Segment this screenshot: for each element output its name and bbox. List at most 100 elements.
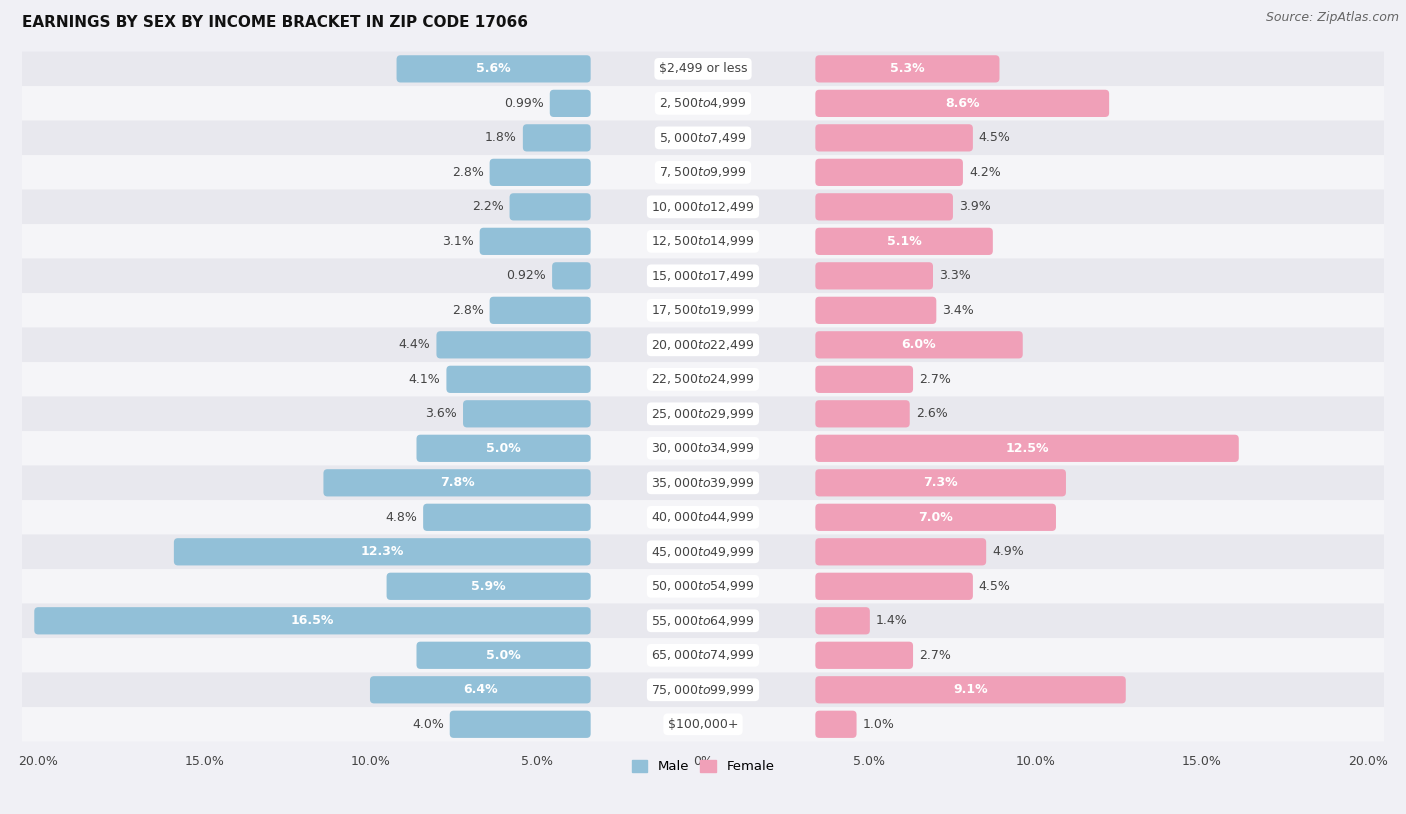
Text: $10,000 to $12,499: $10,000 to $12,499: [651, 200, 755, 214]
Text: $20,000 to $22,499: $20,000 to $22,499: [651, 338, 755, 352]
FancyBboxPatch shape: [370, 676, 591, 703]
Text: 2.8%: 2.8%: [451, 304, 484, 317]
Text: 3.3%: 3.3%: [939, 269, 970, 282]
Text: 4.9%: 4.9%: [993, 545, 1024, 558]
Text: 7.8%: 7.8%: [440, 476, 474, 489]
FancyBboxPatch shape: [815, 90, 1109, 117]
Text: 2.7%: 2.7%: [920, 649, 950, 662]
Text: 2.8%: 2.8%: [451, 166, 484, 179]
FancyBboxPatch shape: [815, 125, 973, 151]
FancyBboxPatch shape: [815, 607, 870, 634]
Text: 1.0%: 1.0%: [862, 718, 894, 731]
FancyBboxPatch shape: [21, 190, 1385, 224]
Text: 5.0%: 5.0%: [486, 649, 522, 662]
FancyBboxPatch shape: [423, 504, 591, 531]
Text: 4.8%: 4.8%: [385, 511, 418, 523]
FancyBboxPatch shape: [436, 331, 591, 358]
FancyBboxPatch shape: [21, 535, 1385, 569]
Text: 0.99%: 0.99%: [503, 97, 544, 110]
Text: 7.0%: 7.0%: [918, 511, 953, 523]
FancyBboxPatch shape: [21, 431, 1385, 466]
Text: $12,500 to $14,999: $12,500 to $14,999: [651, 234, 755, 248]
Text: 2.2%: 2.2%: [472, 200, 503, 213]
Text: 5.3%: 5.3%: [890, 63, 925, 76]
FancyBboxPatch shape: [815, 55, 1000, 82]
Text: 4.5%: 4.5%: [979, 131, 1011, 144]
FancyBboxPatch shape: [21, 259, 1385, 293]
FancyBboxPatch shape: [450, 711, 591, 738]
FancyBboxPatch shape: [21, 569, 1385, 603]
FancyBboxPatch shape: [416, 641, 591, 669]
Text: $45,000 to $49,999: $45,000 to $49,999: [651, 545, 755, 558]
Text: 3.9%: 3.9%: [959, 200, 991, 213]
FancyBboxPatch shape: [815, 435, 1239, 462]
FancyBboxPatch shape: [21, 672, 1385, 707]
FancyBboxPatch shape: [21, 500, 1385, 535]
Text: $5,000 to $7,499: $5,000 to $7,499: [659, 131, 747, 145]
FancyBboxPatch shape: [523, 125, 591, 151]
FancyBboxPatch shape: [323, 469, 591, 497]
Legend: Male, Female: Male, Female: [626, 755, 780, 779]
FancyBboxPatch shape: [21, 155, 1385, 190]
Text: $75,000 to $99,999: $75,000 to $99,999: [651, 683, 755, 697]
FancyBboxPatch shape: [815, 297, 936, 324]
FancyBboxPatch shape: [815, 676, 1126, 703]
FancyBboxPatch shape: [815, 641, 912, 669]
FancyBboxPatch shape: [21, 603, 1385, 638]
Text: 2.6%: 2.6%: [915, 407, 948, 420]
Text: 4.5%: 4.5%: [979, 580, 1011, 593]
FancyBboxPatch shape: [815, 504, 1056, 531]
FancyBboxPatch shape: [21, 638, 1385, 672]
Text: $30,000 to $34,999: $30,000 to $34,999: [651, 441, 755, 455]
Text: $25,000 to $29,999: $25,000 to $29,999: [651, 407, 755, 421]
Text: 8.6%: 8.6%: [945, 97, 980, 110]
FancyBboxPatch shape: [21, 466, 1385, 500]
Text: $7,500 to $9,999: $7,500 to $9,999: [659, 165, 747, 179]
Text: 2.7%: 2.7%: [920, 373, 950, 386]
FancyBboxPatch shape: [21, 707, 1385, 742]
Text: 5.0%: 5.0%: [486, 442, 522, 455]
FancyBboxPatch shape: [815, 400, 910, 427]
Text: $17,500 to $19,999: $17,500 to $19,999: [651, 304, 755, 317]
FancyBboxPatch shape: [815, 331, 1022, 358]
Text: 9.1%: 9.1%: [953, 683, 988, 696]
FancyBboxPatch shape: [21, 86, 1385, 120]
Text: EARNINGS BY SEX BY INCOME BRACKET IN ZIP CODE 17066: EARNINGS BY SEX BY INCOME BRACKET IN ZIP…: [21, 15, 527, 30]
FancyBboxPatch shape: [815, 228, 993, 255]
Text: 1.4%: 1.4%: [876, 615, 908, 628]
Text: 4.0%: 4.0%: [412, 718, 444, 731]
Text: $35,000 to $39,999: $35,000 to $39,999: [651, 476, 755, 490]
FancyBboxPatch shape: [396, 55, 591, 82]
Text: $50,000 to $54,999: $50,000 to $54,999: [651, 580, 755, 593]
FancyBboxPatch shape: [174, 538, 591, 566]
FancyBboxPatch shape: [416, 435, 591, 462]
Text: 0.92%: 0.92%: [506, 269, 546, 282]
FancyBboxPatch shape: [21, 396, 1385, 431]
FancyBboxPatch shape: [387, 573, 591, 600]
Text: $65,000 to $74,999: $65,000 to $74,999: [651, 648, 755, 663]
Text: $55,000 to $64,999: $55,000 to $64,999: [651, 614, 755, 628]
FancyBboxPatch shape: [21, 293, 1385, 327]
Text: 5.9%: 5.9%: [471, 580, 506, 593]
Text: 6.4%: 6.4%: [463, 683, 498, 696]
FancyBboxPatch shape: [815, 262, 934, 290]
FancyBboxPatch shape: [553, 262, 591, 290]
FancyBboxPatch shape: [815, 469, 1066, 497]
Text: 6.0%: 6.0%: [901, 339, 936, 352]
FancyBboxPatch shape: [479, 228, 591, 255]
FancyBboxPatch shape: [550, 90, 591, 117]
Text: 12.5%: 12.5%: [1005, 442, 1049, 455]
FancyBboxPatch shape: [34, 607, 591, 634]
FancyBboxPatch shape: [21, 51, 1385, 86]
Text: $22,500 to $24,999: $22,500 to $24,999: [651, 372, 755, 387]
FancyBboxPatch shape: [815, 193, 953, 221]
FancyBboxPatch shape: [463, 400, 591, 427]
Text: 3.4%: 3.4%: [942, 304, 974, 317]
FancyBboxPatch shape: [447, 365, 591, 393]
FancyBboxPatch shape: [21, 120, 1385, 155]
Text: $15,000 to $17,499: $15,000 to $17,499: [651, 269, 755, 282]
Text: 4.1%: 4.1%: [409, 373, 440, 386]
Text: 7.3%: 7.3%: [924, 476, 957, 489]
Text: 12.3%: 12.3%: [360, 545, 404, 558]
Text: 4.2%: 4.2%: [969, 166, 1001, 179]
